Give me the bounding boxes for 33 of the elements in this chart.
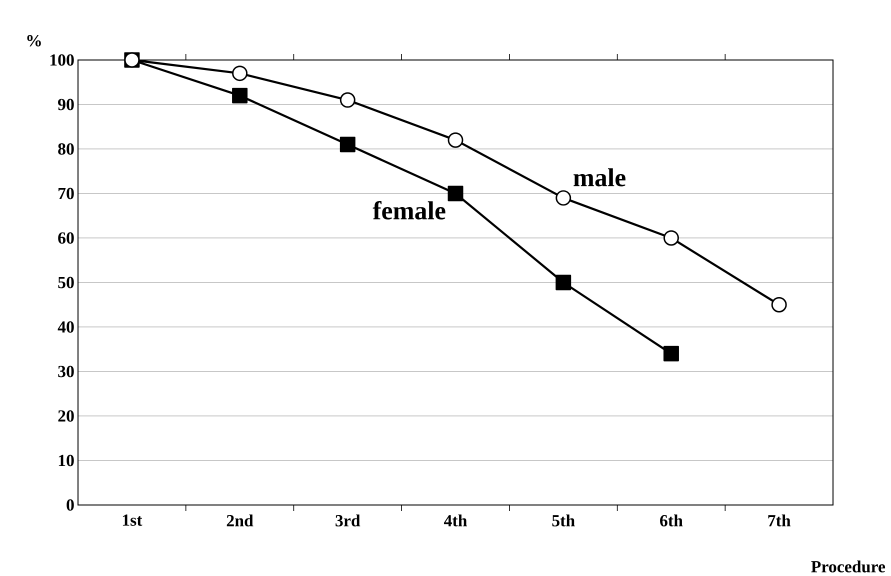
series-label: female <box>372 201 446 220</box>
point <box>663 346 679 362</box>
series-label: male <box>574 168 626 186</box>
x-tick-label: 7th <box>768 514 791 526</box>
x-axis-title: Procedure <box>811 560 886 572</box>
point <box>771 296 787 312</box>
y-tick-label: 90 <box>58 98 74 110</box>
point <box>663 230 679 246</box>
point <box>232 66 248 82</box>
y-tick-label: 70 <box>58 188 74 200</box>
x-tick-label: 6th <box>660 514 683 526</box>
y-tick-label: 60 <box>58 232 74 244</box>
point <box>340 136 356 152</box>
y-tick-label: 0 <box>66 499 74 511</box>
point <box>556 190 572 206</box>
y-tick-label: 80 <box>58 143 74 155</box>
x-tick-label: 3rd <box>336 514 360 526</box>
y-tick-label: 100 <box>50 54 74 66</box>
x-tick-label: 2nd <box>226 514 254 526</box>
point <box>448 186 464 202</box>
point <box>556 274 572 290</box>
x-tick-label: 4th <box>444 514 468 526</box>
point <box>340 92 356 108</box>
point <box>448 132 464 148</box>
y-tick-label: 20 <box>58 410 74 422</box>
y-tick-label: 50 <box>58 276 74 288</box>
x-tick-label: 5th <box>552 514 575 526</box>
y-tick-label: 10 <box>58 454 74 466</box>
y-tick-label: 30 <box>58 366 74 378</box>
y-tick-label: 40 <box>58 321 74 333</box>
y-axis-title: % <box>27 34 41 46</box>
x-tick-label: 1st <box>122 514 142 526</box>
point <box>232 88 248 104</box>
